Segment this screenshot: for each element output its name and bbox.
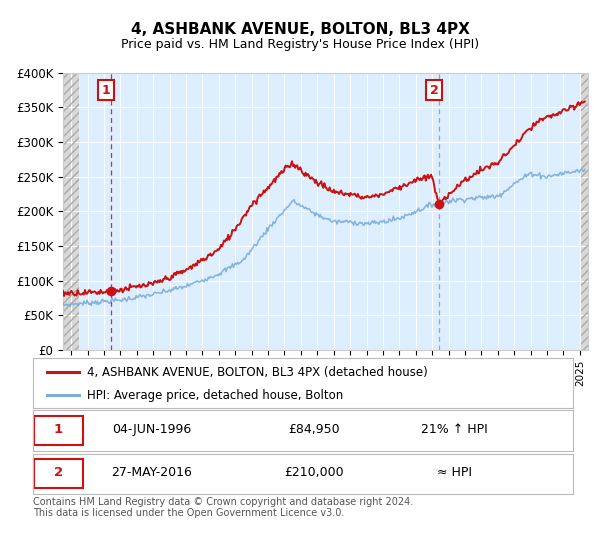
FancyBboxPatch shape [34,416,83,445]
Text: 1: 1 [102,83,110,97]
Bar [581,73,588,350]
Text: 2: 2 [430,83,439,97]
Text: 27-MAY-2016: 27-MAY-2016 [112,466,192,479]
Text: Price paid vs. HM Land Registry's House Price Index (HPI): Price paid vs. HM Land Registry's House … [121,38,479,51]
Bar [63,73,79,350]
Bar [581,73,588,350]
Text: ≈ HPI: ≈ HPI [437,466,472,479]
Text: £210,000: £210,000 [284,466,344,479]
Text: £84,950: £84,950 [288,423,340,436]
FancyBboxPatch shape [34,459,83,488]
Text: 2: 2 [54,466,63,479]
Text: 21% ↑ HPI: 21% ↑ HPI [421,423,488,436]
Text: 4, ASHBANK AVENUE, BOLTON, BL3 4PX: 4, ASHBANK AVENUE, BOLTON, BL3 4PX [131,22,469,38]
Text: Contains HM Land Registry data © Crown copyright and database right 2024.
This d: Contains HM Land Registry data © Crown c… [33,497,413,519]
Bar [63,73,79,350]
Text: 4, ASHBANK AVENUE, BOLTON, BL3 4PX (detached house): 4, ASHBANK AVENUE, BOLTON, BL3 4PX (deta… [87,366,428,379]
Text: 04-JUN-1996: 04-JUN-1996 [112,423,191,436]
Text: HPI: Average price, detached house, Bolton: HPI: Average price, detached house, Bolt… [87,389,343,402]
Text: 1: 1 [54,423,63,436]
